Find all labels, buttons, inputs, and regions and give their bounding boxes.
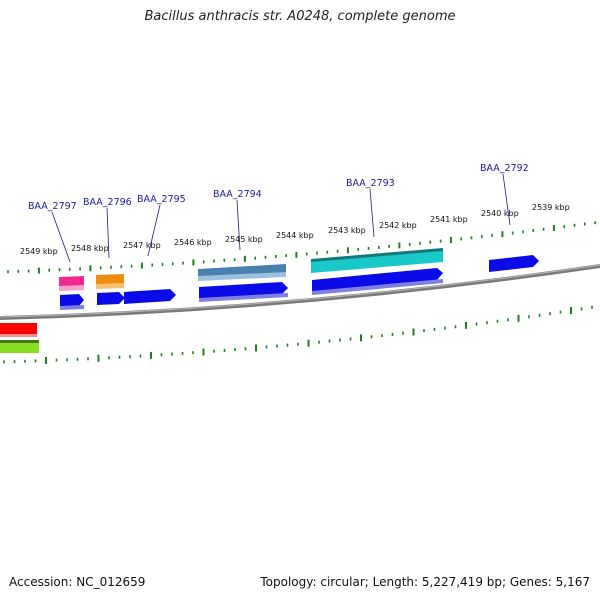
scale-label: 2539 kbp (532, 203, 570, 212)
gene-label-baa-2792[interactable]: BAA_2792 (480, 163, 529, 174)
leader-line (502, 173, 511, 226)
page-title: Bacillus anthracis str. A0248, complete … (144, 9, 456, 24)
cyan-feature-top (311, 248, 443, 262)
cds-arrow-5[interactable] (312, 268, 443, 292)
cds-arrow-shade (60, 305, 84, 310)
scale-label: 2542 kbp (379, 221, 417, 230)
inner-tick-ring (3, 305, 593, 364)
gene-label-baa-2794[interactable]: BAA_2794 (213, 189, 262, 200)
gene-label-baa-2793[interactable]: BAA_2793 (346, 178, 395, 189)
leader-line (147, 204, 161, 257)
gene-label-baa-2795[interactable]: BAA_2795 (137, 194, 186, 205)
scale-label: 2546 kbp (174, 238, 212, 247)
cds-arrow-1[interactable] (60, 294, 84, 307)
accession-text: Accession: NC_012659 (9, 575, 146, 589)
gene-label-baa-2797[interactable]: BAA_2797 (28, 201, 77, 212)
scale-label: 2540 kbp (481, 209, 519, 218)
orange-feature[interactable] (96, 274, 124, 286)
cds-arrow-shade (199, 293, 288, 302)
scale-label: 2548 kbp (71, 244, 109, 253)
scale-label: 2547 kbp (123, 241, 161, 250)
scale-label: 2549 kbp (20, 247, 58, 256)
scale-label: 2541 kbp (430, 215, 468, 224)
red-feature-shade (0, 334, 37, 337)
scale-label: 2545 kbp (225, 235, 263, 244)
scale-label: 2544 kbp (276, 231, 314, 240)
gene-features (0, 248, 539, 353)
genome-stats-text: Topology: circular; Length: 5,227,419 bp… (260, 575, 590, 589)
genome-backbone (0, 264, 600, 320)
steelblue-feature-shade (198, 272, 286, 281)
scale-labels: 2549 kbp 2548 kbp 2547 kbp 2546 kbp 2545 kbp… (20, 203, 570, 256)
cds-arrow-3[interactable] (124, 289, 176, 304)
red-feature[interactable] (0, 323, 37, 335)
cyan-feature[interactable] (311, 250, 443, 273)
cds-arrow-6[interactable] (489, 255, 539, 272)
outer-tick-ring (7, 221, 596, 274)
leader-line (236, 199, 241, 251)
leader-line (369, 188, 375, 238)
gene-label-baa-2796[interactable]: BAA_2796 (83, 197, 132, 208)
leader-line (51, 211, 71, 263)
cds-arrow-2[interactable] (97, 292, 125, 305)
gene-label-leaders (51, 173, 511, 263)
orange-feature-shade (96, 283, 124, 289)
pink-feature[interactable] (59, 276, 84, 288)
cds-arrow-shade (312, 279, 443, 295)
lime-feature-top (0, 340, 39, 343)
genome-backbone-highlight (0, 264, 600, 318)
pink-feature-shade (59, 285, 84, 291)
gene-labels: BAA_2797 BAA_2796 BAA_2795 BAA_2794 BAA_… (28, 163, 529, 212)
leader-line (106, 207, 110, 259)
backbone-layer (0, 264, 600, 320)
scale-label: 2543 kbp (328, 226, 366, 235)
lime-feature[interactable] (0, 342, 39, 353)
